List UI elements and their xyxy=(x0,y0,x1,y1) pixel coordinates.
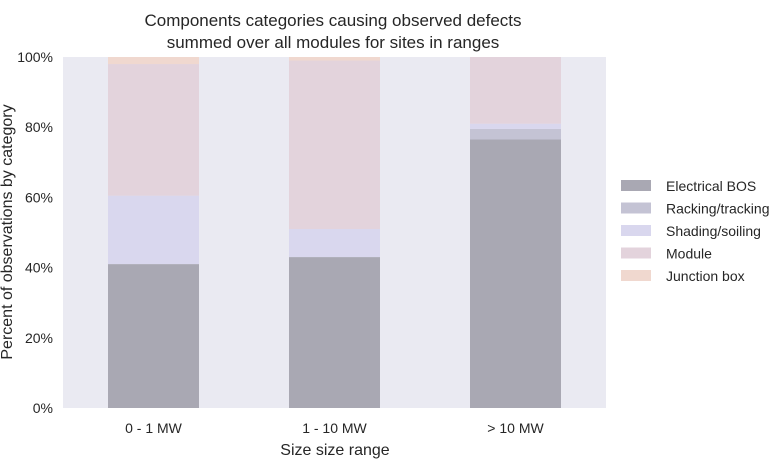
x-tick-label: 0 - 1 MW xyxy=(125,420,183,436)
bar-1-10-mw-junction-box xyxy=(289,57,380,61)
legend-label-electrical-bos: Electrical BOS xyxy=(666,178,756,194)
legend-swatch-junction-box xyxy=(621,270,651,281)
y-tick-label: 80% xyxy=(25,119,53,135)
bar-0-1-mw-module xyxy=(108,64,199,196)
chart-title: Components categories causing observed d… xyxy=(144,11,521,30)
bar-1-10-mw-shading-soiling xyxy=(289,228,380,258)
y-tick-label: 60% xyxy=(25,189,53,205)
bar-10-mw-module xyxy=(470,57,561,124)
chart-subtitle: summed over all modules for sites in ran… xyxy=(167,33,500,52)
legend-swatch-racking-tracking xyxy=(621,202,651,214)
x-axis-label: Size size range xyxy=(280,442,389,459)
x-tick-label: 1 - 10 MW xyxy=(302,420,367,436)
y-axis-ticks: 0% 20% 40% 60% 80% 100% xyxy=(17,49,53,416)
bar-1-10-mw-electrical-bos xyxy=(289,257,380,408)
bar-0-1-mw-junction-box xyxy=(108,57,199,65)
legend-label-junction-box: Junction box xyxy=(666,268,745,284)
bar-0-1-mw-electrical-bos xyxy=(108,264,199,408)
y-axis-label: Percent of observations by category xyxy=(0,104,16,359)
bar-10-mw-shading-soiling xyxy=(470,123,561,129)
y-tick-label: 100% xyxy=(17,49,53,65)
y-tick-label: 20% xyxy=(25,330,53,346)
bar-0-1-mw-shading-soiling xyxy=(108,195,199,265)
bar-1-10-mw-module xyxy=(289,60,380,229)
y-tick-label: 40% xyxy=(25,260,53,276)
bars-group xyxy=(108,57,561,409)
x-tick-label: > 10 MW xyxy=(487,420,544,436)
legend: Electrical BOS Racking/tracking Shading/so… xyxy=(621,178,770,284)
x-axis-ticks: 0 - 1 MW 1 - 10 MW > 10 MW xyxy=(125,420,544,436)
bar-10-mw-racking-tracking xyxy=(470,128,561,140)
y-tick-label: 0% xyxy=(33,400,53,416)
legend-label-racking-tracking: Racking/tracking xyxy=(666,201,770,217)
legend-label-module: Module xyxy=(666,246,712,262)
legend-swatch-module xyxy=(621,247,651,259)
bar-10-mw-electrical-bos xyxy=(470,139,561,409)
legend-swatch-shading-soiling xyxy=(621,225,651,236)
legend-label-shading-soiling: Shading/soiling xyxy=(666,223,761,239)
legend-swatch-electrical-bos xyxy=(621,180,651,191)
